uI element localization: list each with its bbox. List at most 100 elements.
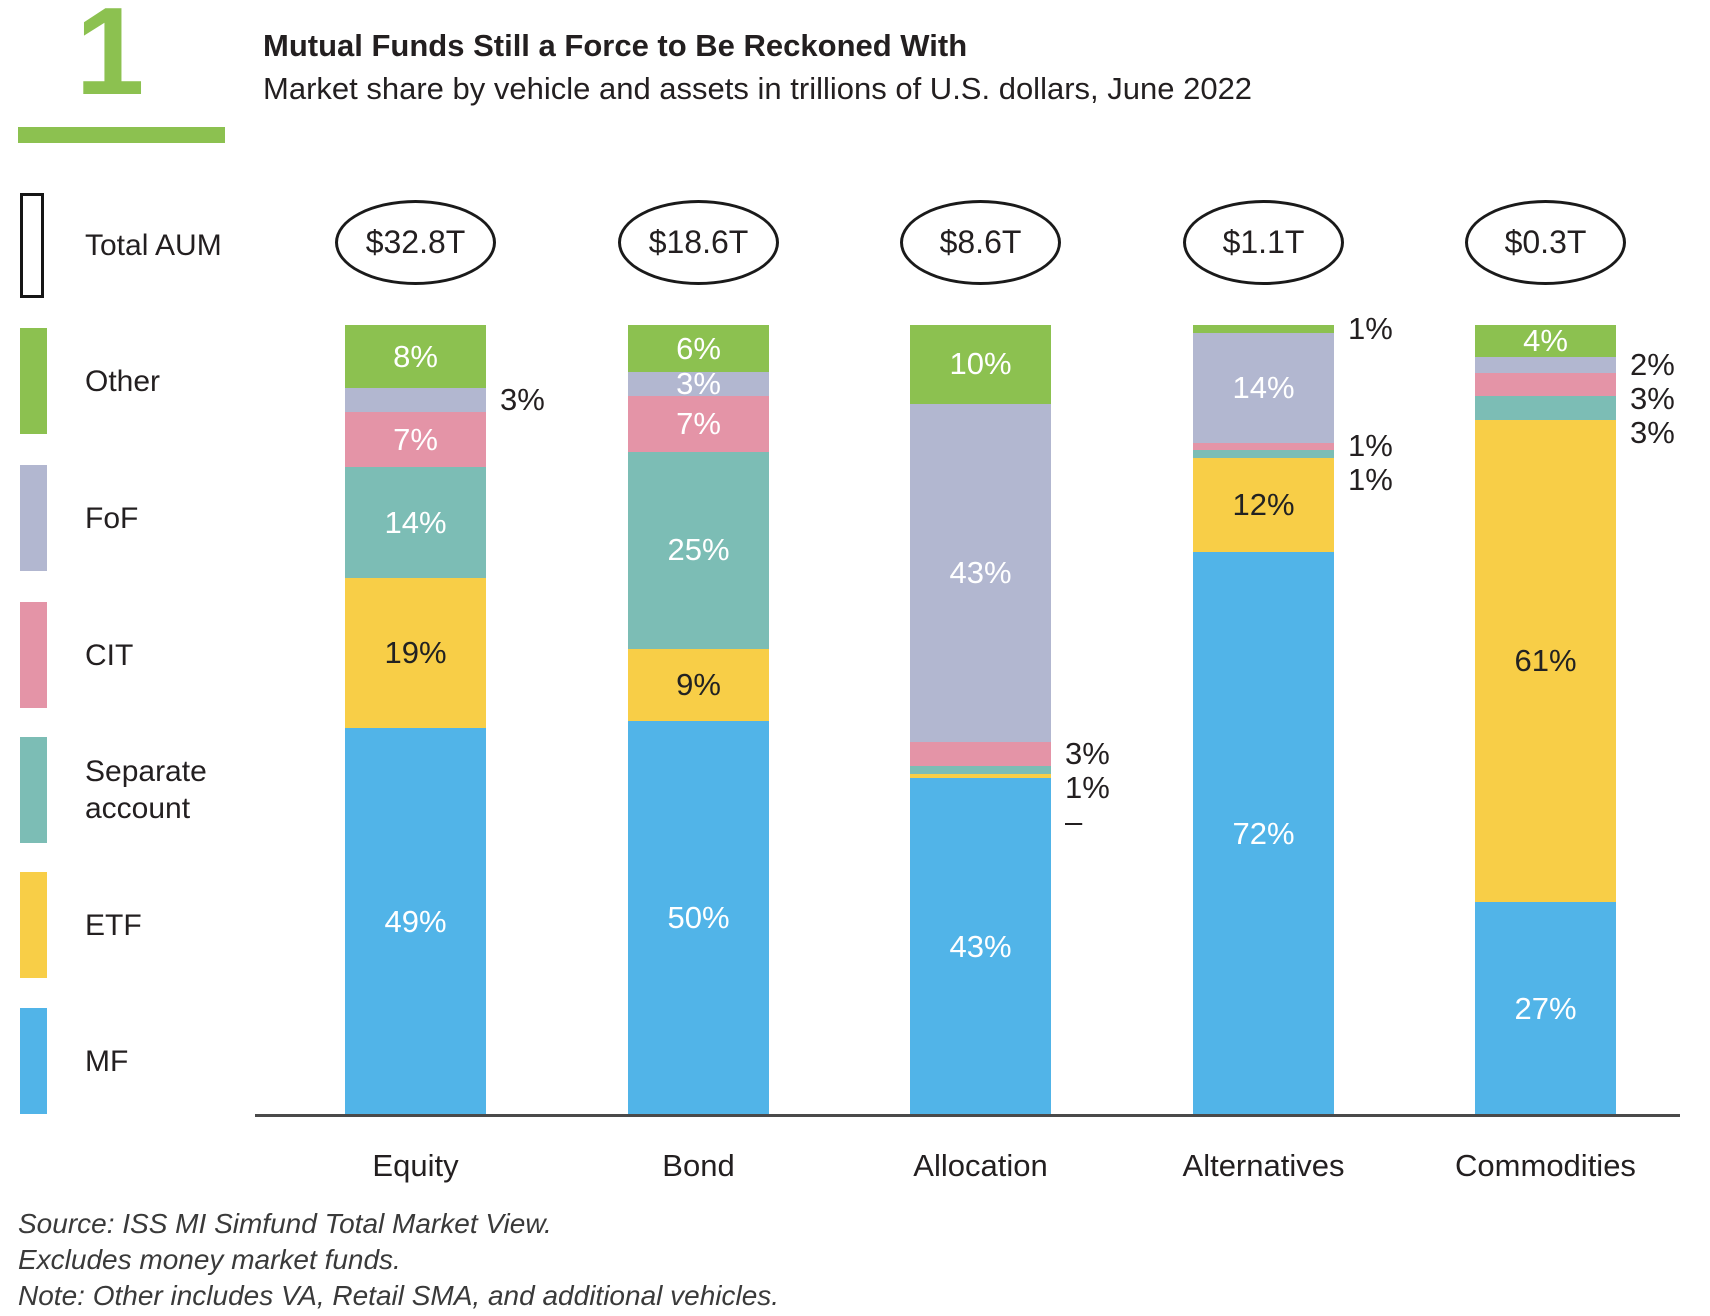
segment-value-label-outside: 1% — [1065, 769, 1110, 805]
legend-swatch-separate-account — [20, 737, 47, 843]
bar-column-allocation: 43% 43% 10% — [910, 325, 1051, 1116]
legend-item-fof: FoF — [20, 465, 265, 571]
bar-segment-allocation-etf — [910, 773, 1051, 778]
bar-segment-bond-etf: 9% — [628, 649, 769, 721]
bar-segment-alternatives-fof: 14% — [1193, 332, 1334, 443]
total-aum-oval-bond: $18.6T — [618, 200, 779, 285]
legend-swatch-etf — [20, 872, 47, 978]
legend-label-separate-account: Separate account — [85, 755, 207, 825]
bar-segment-alternatives-separate-account — [1193, 450, 1334, 459]
bar-column-bond: 50% 9% 25% 7% 3% 6% — [628, 325, 769, 1116]
bar-segment-commodities-etf: 61% — [1475, 419, 1616, 903]
bar-segment-allocation-cit — [910, 742, 1051, 766]
segment-value-label: 43% — [949, 928, 1012, 964]
bar-segment-allocation-other: 10% — [910, 325, 1051, 404]
legend-swatch-fof — [20, 465, 47, 571]
bar-segment-equity-separate-account: 14% — [345, 467, 486, 579]
total-aum-label: Total AUM — [85, 229, 222, 262]
legend-item-cit: CIT — [20, 602, 265, 708]
segment-value-label-outside: 3% — [500, 382, 545, 418]
chart-title: Mutual Funds Still a Force to Be Reckone… — [263, 28, 968, 63]
segment-value-label: 49% — [384, 904, 447, 940]
legend-item-etf: ETF — [20, 872, 265, 978]
bar-segment-equity-etf: 19% — [345, 578, 486, 729]
total-aum-swatch — [20, 193, 44, 298]
bar-segment-allocation-mf: 43% — [910, 777, 1051, 1116]
segment-value-label: 10% — [949, 346, 1012, 382]
total-aum-oval-equity: $32.8T — [335, 200, 496, 285]
legend-swatch-mf — [20, 1008, 47, 1114]
bar-segment-equity-fof — [345, 388, 486, 413]
bar-column-alternatives: 72% 12% 14% — [1193, 325, 1334, 1116]
legend-label-other: Other — [85, 364, 161, 398]
legend-item-separate-account: Separate account — [20, 737, 265, 843]
segment-value-label-outside: 3% — [1630, 380, 1675, 416]
segment-value-label: 8% — [393, 338, 438, 374]
bar-segment-bond-mf: 50% — [628, 720, 769, 1116]
segment-value-label: 12% — [1232, 487, 1295, 523]
bar-segment-commodities-other: 4% — [1475, 322, 1616, 358]
segment-value-label: 43% — [949, 554, 1012, 590]
figure-number: 1 — [75, 0, 145, 121]
bar-segment-bond-cit: 7% — [628, 396, 769, 452]
legend-swatch-cit — [20, 602, 47, 708]
x-axis-line — [255, 1114, 1680, 1117]
legend-item-other: Other — [20, 328, 265, 434]
segment-value-label: 50% — [667, 900, 730, 936]
total-aum-oval-allocation: $8.6T — [900, 200, 1061, 285]
category-label-allocation: Allocation — [913, 1148, 1048, 1183]
segment-value-label: 61% — [1514, 643, 1577, 679]
segment-value-label: 14% — [1232, 369, 1295, 405]
segment-value-label-outside: 1% — [1348, 428, 1393, 464]
figure-number-underline — [18, 127, 225, 143]
bar-segment-alternatives-cit — [1193, 442, 1334, 451]
legend-label-mf: MF — [85, 1044, 129, 1078]
bar-segment-alternatives-other — [1193, 325, 1334, 333]
footnote-exclusion: Excludes money market funds. — [18, 1244, 401, 1275]
segment-value-label: 7% — [676, 405, 721, 441]
bar-segment-equity-other: 8% — [345, 325, 486, 389]
legend-label-etf: ETF — [85, 908, 142, 942]
segment-value-label: 4% — [1523, 322, 1568, 358]
footnote-note: Note: Other includes VA, Retail SMA, and… — [18, 1280, 780, 1311]
category-label-commodities: Commodities — [1455, 1148, 1636, 1183]
bar-segment-allocation-separate-account — [910, 765, 1051, 774]
segment-value-label: 6% — [676, 330, 721, 366]
segment-value-label-outside: 3% — [1630, 414, 1675, 450]
segment-value-label: 14% — [384, 504, 447, 540]
chart-subtitle: Market share by vehicle and assets in tr… — [263, 71, 1253, 106]
bar-segment-equity-mf: 49% — [345, 728, 486, 1116]
footnote-source: Source: ISS MI Simfund Total Market View… — [18, 1208, 552, 1239]
bar-segment-allocation-fof: 43% — [910, 403, 1051, 743]
segment-value-label-outside: 3% — [1065, 735, 1110, 771]
bar-segment-commodities-mf: 27% — [1475, 902, 1616, 1116]
category-label-bond: Bond — [662, 1148, 735, 1183]
category-label-alternatives: Alternatives — [1182, 1148, 1345, 1183]
bar-segment-commodities-cit — [1475, 372, 1616, 397]
bar-segment-alternatives-mf: 72% — [1193, 552, 1334, 1116]
segment-value-label: 7% — [393, 421, 438, 457]
segment-value-label-outside: – — [1065, 803, 1083, 839]
bar-segment-bond-fof: 3% — [628, 366, 769, 401]
bar-segment-bond-separate-account: 25% — [628, 451, 769, 650]
legend-label-fof: FoF — [85, 501, 139, 535]
total-aum-oval-alternatives: $1.1T — [1183, 200, 1344, 285]
segment-value-label: 27% — [1514, 991, 1577, 1027]
segment-value-label-outside: 1% — [1348, 462, 1393, 498]
segment-value-label-outside: 1% — [1348, 310, 1393, 346]
bar-segment-commodities-fof — [1475, 356, 1616, 373]
bar-segment-commodities-separate-account — [1475, 396, 1616, 420]
segment-value-label: 25% — [667, 532, 730, 568]
legend-label-cit: CIT — [85, 638, 134, 672]
bar-segment-equity-cit: 7% — [345, 412, 486, 468]
segment-value-label: 9% — [676, 666, 721, 702]
segment-value-label-outside: 2% — [1630, 346, 1675, 382]
category-label-equity: Equity — [372, 1148, 459, 1183]
footnotes: Source: ISS MI Simfund Total Market View… — [18, 1206, 779, 1314]
bar-column-commodities: 27% 61% 4% — [1475, 322, 1616, 1116]
segment-value-label: 19% — [384, 635, 447, 671]
bar-segment-alternatives-etf: 12% — [1193, 458, 1334, 553]
bar-column-equity: 49% 19% 14% 7% 8% — [345, 325, 486, 1116]
total-aum-oval-commodities: $0.3T — [1465, 200, 1626, 285]
